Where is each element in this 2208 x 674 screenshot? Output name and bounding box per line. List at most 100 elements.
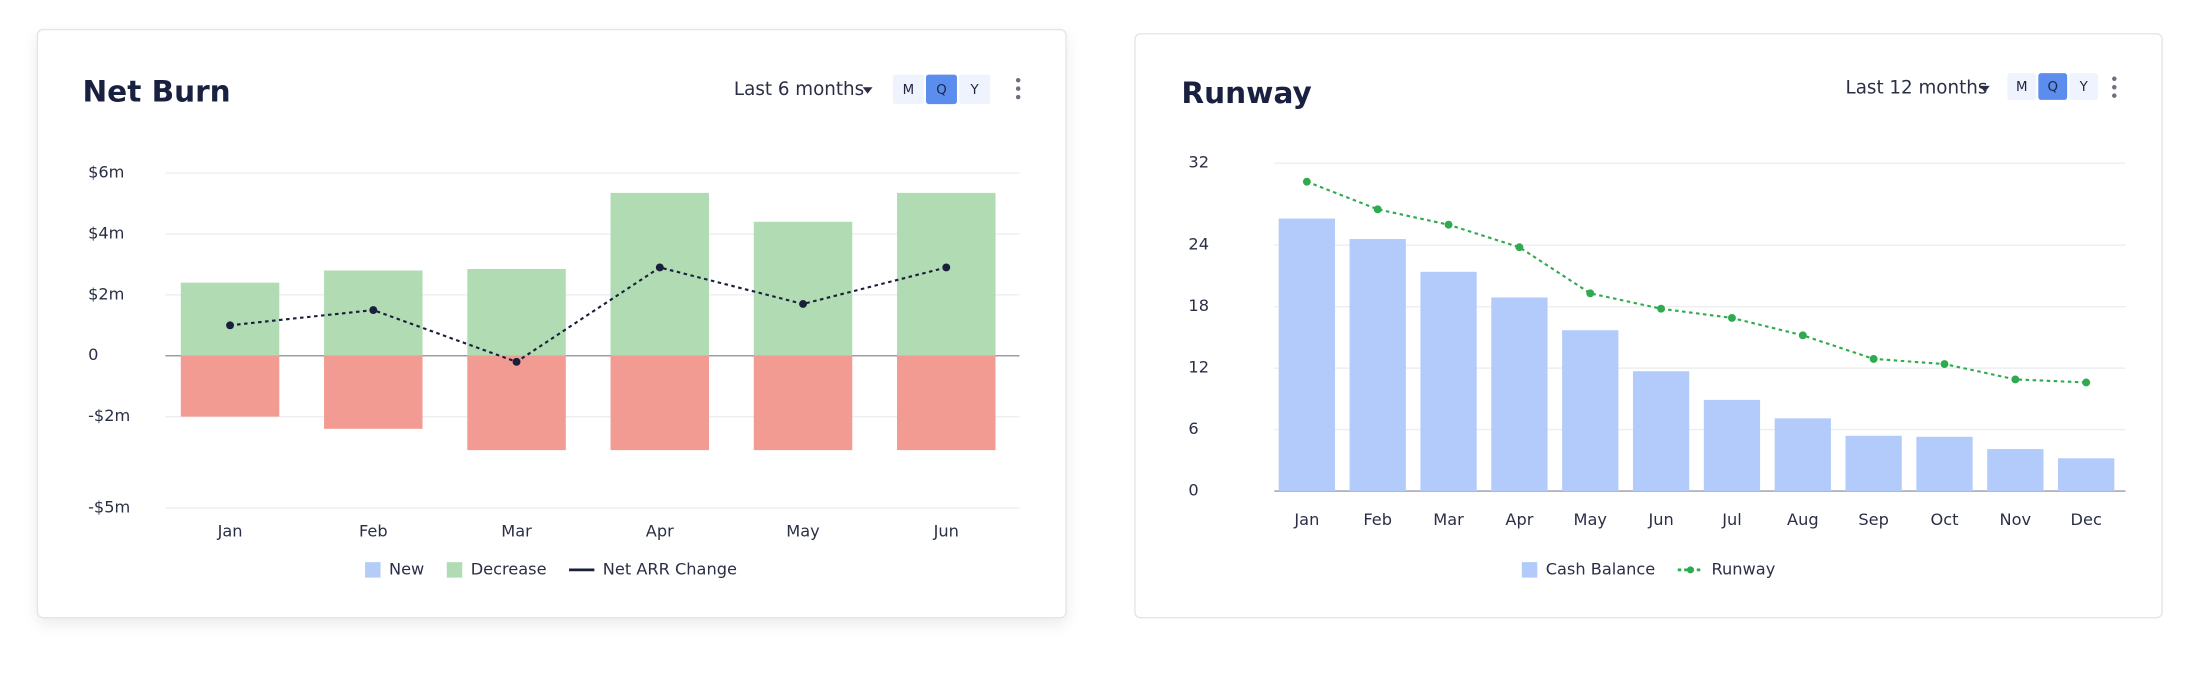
x-tick-label: Jan — [217, 521, 243, 540]
bar — [897, 355, 996, 451]
y-tick-label: 0 — [1188, 481, 1198, 500]
point — [942, 263, 951, 272]
x-tick-label: May — [786, 521, 820, 540]
x-tick-label: Apr — [646, 521, 674, 540]
point — [1586, 289, 1595, 298]
period-label[interactable]: Y — [2079, 80, 2089, 95]
bar — [324, 355, 423, 429]
point — [1302, 177, 1311, 186]
menu-dot[interactable] — [1015, 86, 1021, 91]
y-tick-label: 32 — [1188, 153, 1209, 172]
period-button[interactable] — [2038, 73, 2068, 100]
y-tick-label: $6m — [88, 163, 124, 182]
line — [1306, 180, 2087, 384]
point — [1444, 220, 1453, 229]
period-label[interactable]: M — [2016, 80, 2028, 95]
period-button[interactable] — [892, 74, 924, 105]
legend: New Decrease Net ARR Change — [365, 559, 737, 578]
period-label[interactable]: Q — [2047, 80, 2058, 95]
point — [1940, 360, 1949, 368]
legend-label: Net ARR Change — [603, 559, 737, 578]
x-tick-label: Jan — [1293, 510, 1319, 529]
bars — [180, 192, 996, 451]
x-tick-label: Aug — [1787, 510, 1819, 529]
x-tick-label: Jul — [1721, 510, 1742, 529]
y-tick-label: 12 — [1188, 358, 1209, 377]
period-button[interactable] — [2069, 73, 2099, 100]
bar — [1916, 436, 1973, 492]
y-tick-label: 24 — [1188, 235, 1209, 254]
point — [2082, 378, 2091, 387]
lines — [226, 263, 951, 366]
x-tick-label: Oct — [1931, 510, 1959, 529]
point — [1869, 354, 1878, 363]
menu-dot[interactable] — [2112, 84, 2117, 90]
bar — [467, 268, 566, 356]
x-tick-label: Apr — [1505, 510, 1533, 529]
period-button[interactable] — [926, 74, 957, 105]
legend-point — [1686, 566, 1694, 574]
period-button[interactable] — [2007, 73, 2037, 100]
bars — [1278, 218, 2115, 492]
period-label[interactable]: Y — [969, 83, 979, 98]
bar — [1562, 330, 1619, 492]
period-label[interactable]: Q — [936, 83, 947, 98]
x-tick-label: Feb — [359, 521, 388, 540]
period-button[interactable] — [959, 74, 991, 105]
x-tick-label: Jun — [933, 521, 959, 540]
x-tick-label: Jun — [1647, 510, 1673, 529]
legend-swatch — [365, 562, 381, 578]
point — [1728, 313, 1736, 322]
range-select[interactable]: Last 12 months — [1846, 78, 1988, 99]
y-tick-label: $4m — [88, 223, 124, 242]
x-tick-label: Dec — [2071, 510, 2102, 529]
legend: Cash Balance Runway — [1521, 559, 1776, 578]
x-tick-label: Mar — [1433, 510, 1464, 529]
dropdown-arrow[interactable] — [862, 87, 873, 94]
bar — [753, 221, 853, 356]
bar — [1987, 449, 2044, 492]
bar — [180, 282, 280, 356]
bar — [1845, 435, 1902, 492]
x-tick-label: Nov — [2000, 510, 2032, 529]
bar — [2058, 458, 2115, 492]
y-tick-label: -$2m — [88, 406, 130, 425]
point — [226, 321, 234, 330]
dropdown-arrow[interactable] — [1979, 85, 1990, 93]
y-tick-label: 18 — [1188, 296, 1209, 315]
legend-label: Runway — [1712, 559, 1776, 578]
legend-label: Cash Balance — [1546, 559, 1656, 578]
range-select[interactable]: Last 6 months — [734, 79, 864, 100]
chart-title: Net Burn — [82, 74, 230, 108]
legend-label: Decrease — [471, 559, 547, 578]
menu-dot[interactable] — [1015, 94, 1021, 100]
point — [369, 306, 378, 315]
bar — [1491, 297, 1548, 492]
point — [1515, 243, 1524, 252]
bar — [1774, 418, 1831, 492]
x-tick-label: May — [1574, 510, 1608, 529]
y-tick-label: -$5m — [88, 497, 130, 516]
lines — [1302, 177, 2091, 387]
point — [1373, 205, 1382, 214]
period-label[interactable]: M — [903, 83, 915, 98]
y-tick-label: 0 — [88, 345, 98, 364]
point — [799, 300, 807, 308]
bar — [610, 355, 710, 451]
point — [512, 357, 521, 366]
menu-dot[interactable] — [2112, 76, 2117, 82]
menu-dot[interactable] — [1015, 77, 1021, 83]
legend-label: New — [389, 559, 424, 578]
legend-swatch — [446, 562, 463, 578]
point — [2011, 375, 2020, 384]
y-tick-label: 6 — [1188, 419, 1198, 438]
line — [229, 266, 947, 364]
menu-dot[interactable] — [2112, 93, 2117, 98]
bar — [180, 355, 280, 417]
legend-swatch — [1521, 562, 1538, 578]
x-tick-label: Sep — [1858, 510, 1888, 529]
x-tick-label: Feb — [1363, 510, 1392, 529]
bar — [897, 192, 996, 356]
